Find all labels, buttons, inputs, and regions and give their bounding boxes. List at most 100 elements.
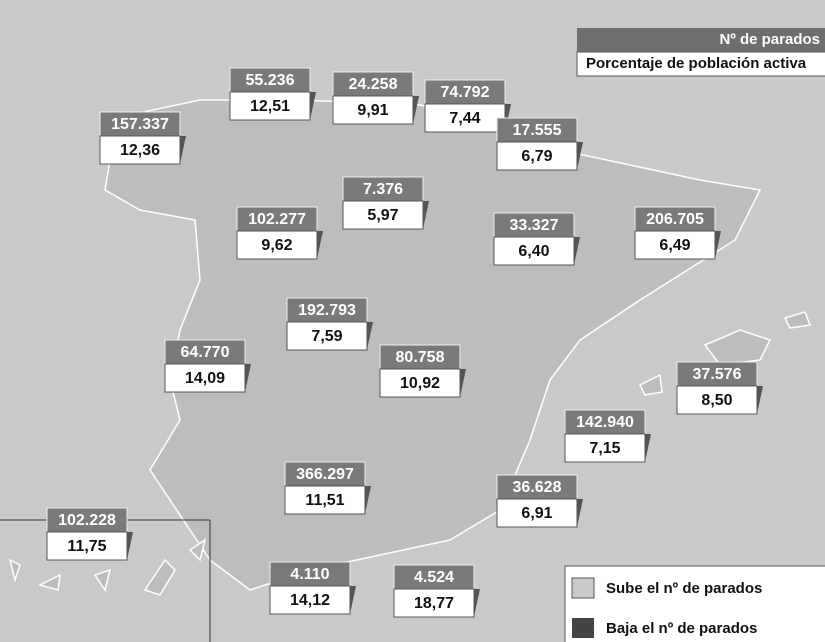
label-shadow xyxy=(423,201,429,229)
label-parados: 74.792 xyxy=(441,84,490,101)
mallorca xyxy=(703,329,772,366)
label-bottom xyxy=(286,321,368,351)
label-shadow xyxy=(317,231,323,259)
label-shadow xyxy=(715,231,721,259)
label-porcentaje: 11,51 xyxy=(305,492,344,509)
label-bottom xyxy=(229,91,311,121)
header-light xyxy=(576,51,825,77)
label-parados: 102.277 xyxy=(248,211,306,228)
legend-swatch-sube xyxy=(571,577,595,599)
label-parados: 366.297 xyxy=(296,466,354,483)
canarias xyxy=(8,538,207,596)
label-shadow xyxy=(577,499,583,527)
label-top xyxy=(393,564,475,590)
label-top xyxy=(164,339,246,365)
legend-sube: Sube el nº de parados xyxy=(606,580,762,597)
label-bottom xyxy=(99,135,181,165)
label-shadow xyxy=(367,322,373,350)
label-porcentaje: 9,91 xyxy=(357,102,388,119)
label-shadow xyxy=(757,386,763,414)
label-porcentaje: 5,97 xyxy=(367,207,398,224)
label-bottom xyxy=(46,531,128,561)
label-bottom xyxy=(493,236,575,266)
label-top xyxy=(332,71,414,97)
label-parados: 24.258 xyxy=(349,76,398,93)
label-porcentaje: 7,59 xyxy=(311,328,342,345)
label-shadow xyxy=(127,532,133,560)
label-bottom xyxy=(496,498,578,528)
label-bottom xyxy=(496,141,578,171)
label-parados: 157.337 xyxy=(111,116,169,133)
label-porcentaje: 18,77 xyxy=(414,595,454,612)
label-bottom xyxy=(379,368,461,398)
label-top xyxy=(379,344,461,370)
label-parados: 7.376 xyxy=(363,181,403,198)
label-top xyxy=(564,409,646,435)
label-parados: 55.236 xyxy=(246,72,295,89)
label-bottom xyxy=(284,485,366,515)
legend-baja: Baja el nº de parados xyxy=(606,620,757,637)
label-porcentaje: 9,62 xyxy=(261,237,292,254)
label-porcentaje: 6,91 xyxy=(521,505,552,522)
label-porcentaje: 14,12 xyxy=(290,592,330,609)
label-shadow xyxy=(245,364,251,392)
label-shadow xyxy=(460,369,466,397)
label-top xyxy=(496,474,578,500)
label-bottom xyxy=(393,588,475,618)
label-top xyxy=(493,212,575,238)
label-porcentaje: 6,49 xyxy=(659,237,690,254)
label-top xyxy=(284,461,366,487)
label-parados: 142.940 xyxy=(576,414,634,431)
label-porcentaje: 7,44 xyxy=(449,110,480,127)
label-parados: 4.524 xyxy=(414,569,454,586)
label-parados: 80.758 xyxy=(396,349,445,366)
label-porcentaje: 6,79 xyxy=(521,148,552,165)
label-shadow xyxy=(310,92,316,120)
label-bottom xyxy=(332,95,414,125)
label-bottom xyxy=(269,585,351,615)
label-bottom xyxy=(424,103,506,133)
label-bottom xyxy=(164,363,246,393)
label-shadow xyxy=(180,136,186,164)
label-bottom xyxy=(564,433,646,463)
label-top xyxy=(342,176,424,202)
label-bottom xyxy=(676,385,758,415)
legend xyxy=(564,565,825,642)
label-porcentaje: 7,15 xyxy=(589,440,620,457)
label-porcentaje: 14,09 xyxy=(185,370,225,387)
label-top xyxy=(676,361,758,387)
label-parados: 206.705 xyxy=(646,211,704,228)
label-parados: 4.110 xyxy=(290,566,329,583)
label-bottom xyxy=(634,230,716,260)
legend-swatch-baja xyxy=(572,618,594,638)
label-shadow xyxy=(350,586,356,614)
label-parados: 102.228 xyxy=(58,512,116,529)
label-top xyxy=(424,79,506,105)
label-top xyxy=(286,297,368,323)
label-parados: 192.793 xyxy=(298,302,356,319)
label-shadow xyxy=(365,486,371,514)
label-porcentaje: 12,36 xyxy=(120,142,160,159)
label-porcentaje: 8,50 xyxy=(701,392,732,409)
label-top xyxy=(236,206,318,232)
label-bottom xyxy=(342,200,424,230)
label-porcentaje: 10,92 xyxy=(400,375,440,392)
label-parados: 17.555 xyxy=(513,122,562,139)
header-dark xyxy=(577,28,825,52)
label-shadow xyxy=(577,142,583,170)
label-parados: 36.628 xyxy=(513,479,562,496)
menorca xyxy=(783,311,812,329)
label-bottom xyxy=(236,230,318,260)
ibiza xyxy=(638,373,663,396)
label-shadow xyxy=(413,96,419,124)
label-top xyxy=(229,67,311,93)
label-shadow xyxy=(474,589,480,617)
label-shadow xyxy=(574,237,580,265)
label-parados: 33.327 xyxy=(510,217,559,234)
label-porcentaje: 6,40 xyxy=(518,243,549,260)
label-top xyxy=(496,117,578,143)
label-porcentaje: 12,51 xyxy=(250,98,290,115)
header-porcentaje: Porcentaje de población activa xyxy=(586,55,807,72)
header-parados: Nº de parados xyxy=(719,31,820,48)
